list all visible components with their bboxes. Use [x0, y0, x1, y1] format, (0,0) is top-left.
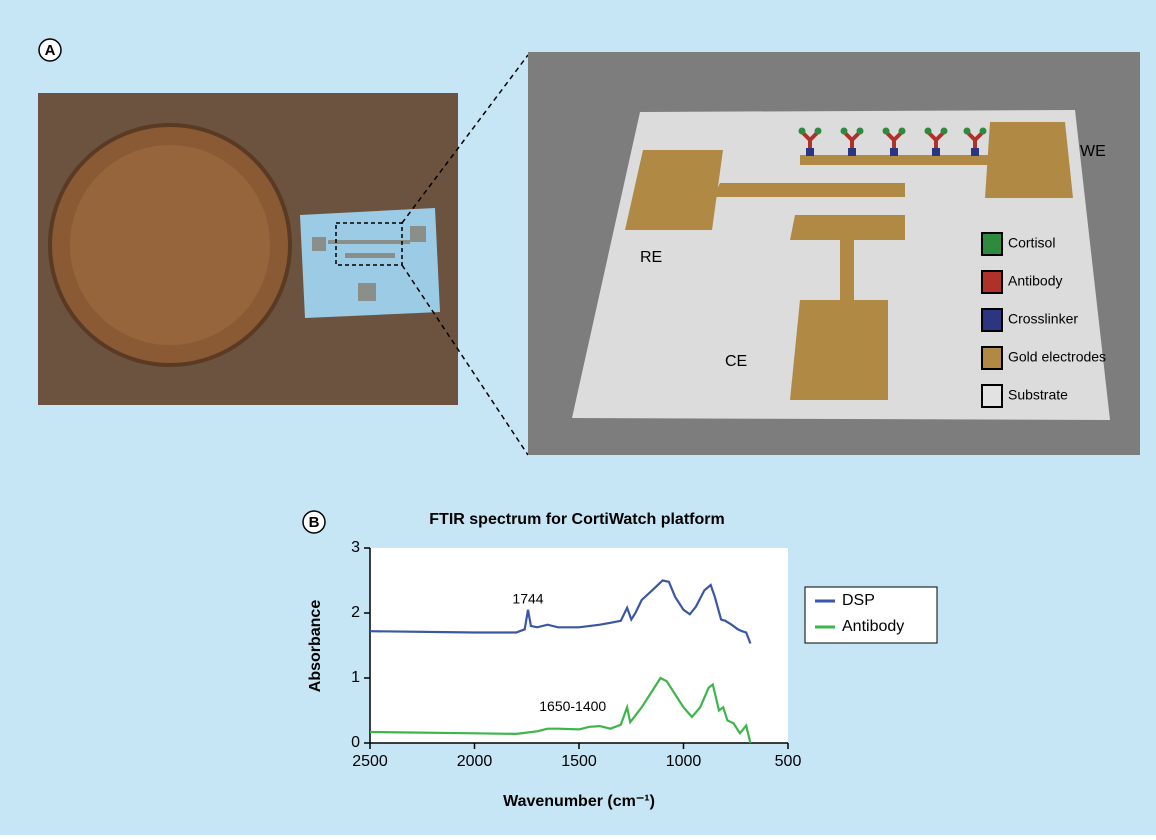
cortisol [883, 128, 890, 135]
electrode-label: WE [1080, 143, 1106, 160]
trace [713, 183, 905, 197]
annotation: 1650-1400 [539, 698, 606, 714]
electrode-label: RE [640, 249, 662, 266]
legend-label: Antibody [842, 618, 904, 635]
legend-swatch [982, 271, 1002, 293]
crosslinker [848, 148, 856, 156]
panel-label: A [45, 42, 56, 59]
coin-face [70, 145, 270, 345]
legend-label: Substrate [1008, 387, 1068, 403]
figure: A WE RE CE Cortisol Antibody Crosslinker Go… [0, 0, 1156, 835]
cortisol [841, 128, 848, 135]
electrode [312, 237, 326, 251]
electrode [410, 226, 426, 242]
x-axis-label: Wavenumber (cm⁻¹) [503, 793, 655, 810]
electrode-we [985, 122, 1073, 198]
electrode-ce [790, 300, 888, 400]
x-tick-label: 2500 [352, 753, 388, 770]
cortisol [980, 128, 987, 135]
x-tick-label: 1000 [666, 753, 702, 770]
crosslinker [932, 148, 940, 156]
cortisol [815, 128, 822, 135]
trace [328, 240, 410, 244]
chart-title: FTIR spectrum for CortiWatch platform [429, 511, 724, 528]
panel-label: B [309, 514, 320, 531]
crosslinker [971, 148, 979, 156]
cortisol [964, 128, 971, 135]
chip [300, 208, 440, 318]
annotation: 1744 [512, 591, 543, 607]
cortisol [925, 128, 932, 135]
x-tick-label: 1500 [561, 753, 597, 770]
legend-label: Crosslinker [1008, 311, 1078, 327]
x-tick-label: 500 [775, 753, 802, 770]
legend-label: Gold electrodes [1008, 349, 1106, 365]
electrode [358, 283, 376, 301]
legend-swatch [982, 347, 1002, 369]
legend-label: Cortisol [1008, 235, 1055, 251]
y-tick-label: 0 [351, 734, 360, 751]
legend-swatch [982, 309, 1002, 331]
legend-swatch [982, 233, 1002, 255]
cortisol [941, 128, 948, 135]
y-tick-label: 1 [351, 669, 360, 686]
legend-label: DSP [842, 592, 875, 609]
legend-swatch [982, 385, 1002, 407]
trace [840, 240, 854, 300]
crosslinker [890, 148, 898, 156]
legend-label: Antibody [1008, 273, 1062, 289]
y-tick-label: 2 [351, 604, 360, 621]
cortisol [799, 128, 806, 135]
cortisol [857, 128, 864, 135]
crosslinker [806, 148, 814, 156]
electrode-label: CE [725, 353, 747, 370]
page: {"panels": {"a": "A", "b": "B"}, "schema… [0, 0, 1156, 840]
trace [800, 155, 990, 165]
y-tick-label: 3 [351, 539, 360, 556]
y-axis-label: Absorbance [307, 600, 324, 693]
x-tick-label: 2000 [457, 753, 493, 770]
trace [345, 253, 395, 258]
trace [790, 215, 905, 240]
cortisol [899, 128, 906, 135]
